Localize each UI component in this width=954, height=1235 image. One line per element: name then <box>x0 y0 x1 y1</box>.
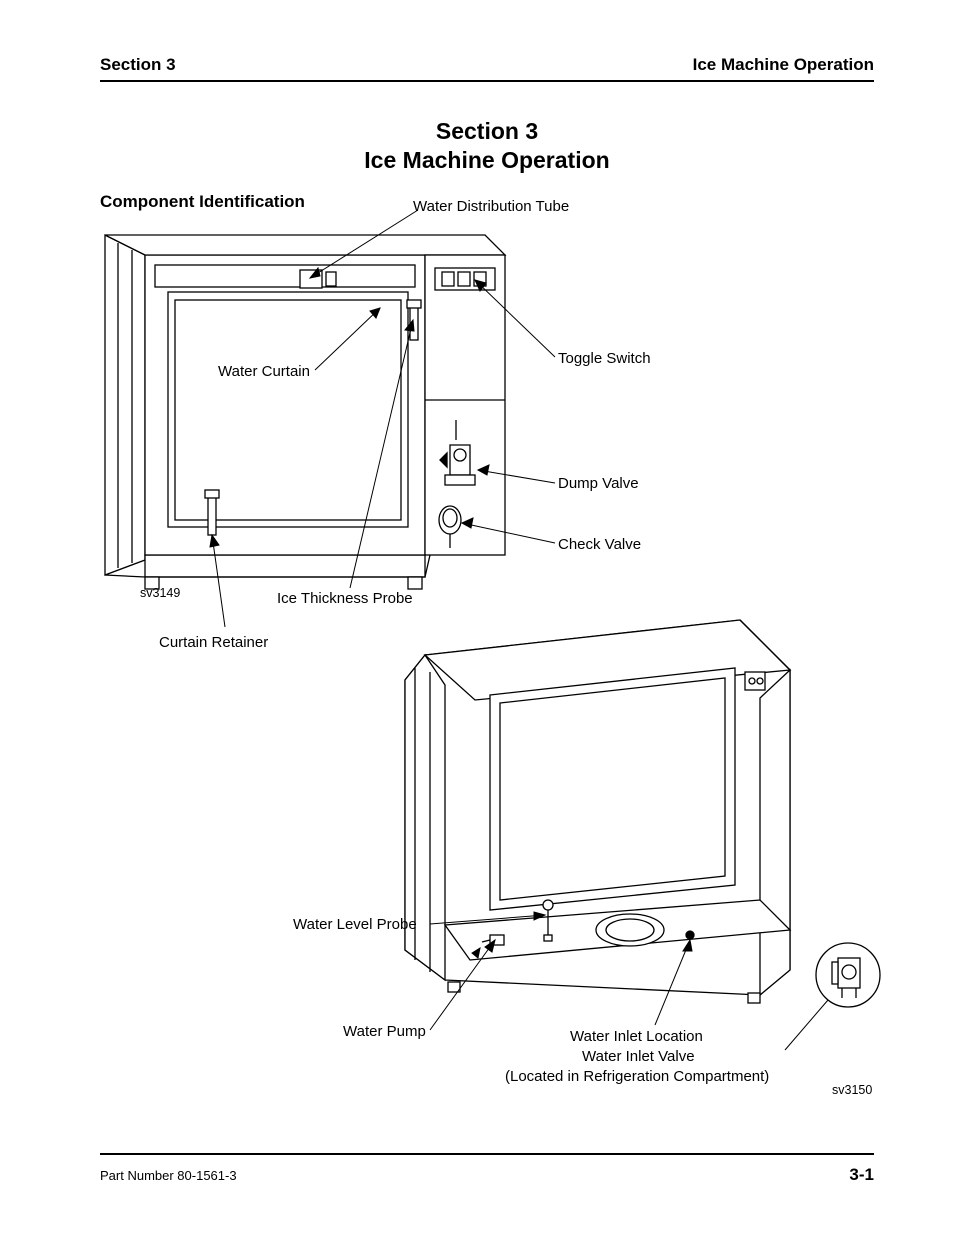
label-curtain-retainer: Curtain Retainer <box>159 634 268 651</box>
label-water-inlet-valve: Water Inlet Valve <box>582 1048 695 1065</box>
label-water-level-probe: Water Level Probe <box>293 916 417 933</box>
footer-page-number: 3-1 <box>849 1165 874 1185</box>
label-inlet-valve-note: (Located in Refrigeration Compartment) <box>505 1068 769 1085</box>
footer-part-number: Part Number 80-1561-3 <box>100 1168 237 1183</box>
label-sv-bottom: sv3150 <box>832 1083 872 1097</box>
label-sv-top: sv3149 <box>140 586 180 600</box>
label-water-curtain: Water Curtain <box>218 363 310 380</box>
label-dump-valve: Dump Valve <box>558 475 639 492</box>
label-water-pump: Water Pump <box>343 1023 426 1040</box>
page-footer: Part Number 80-1561-3 3-1 <box>100 1153 874 1185</box>
top-diagram <box>0 0 954 1235</box>
label-toggle-switch: Toggle Switch <box>558 350 651 367</box>
label-water-distribution-tube: Water Distribution Tube <box>413 198 569 215</box>
label-water-inlet-location: Water Inlet Location <box>570 1028 703 1045</box>
label-check-valve: Check Valve <box>558 536 641 553</box>
label-ice-thickness-probe: Ice Thickness Probe <box>277 590 413 607</box>
